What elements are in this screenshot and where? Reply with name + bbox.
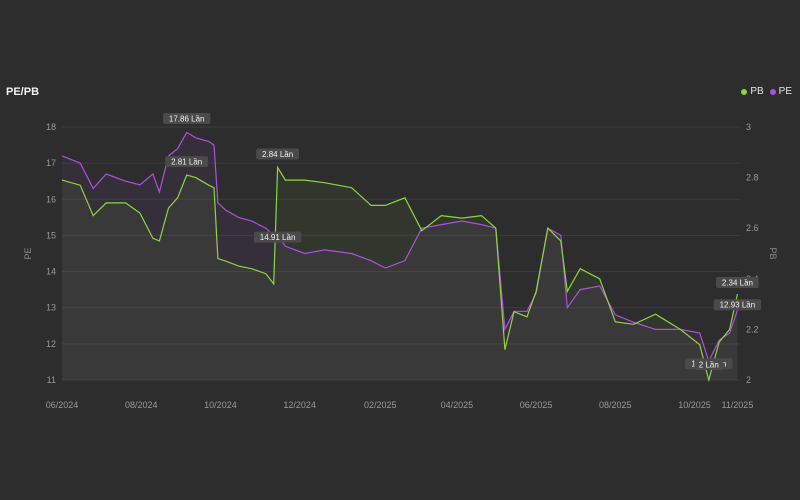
legend-item-pb[interactable]: PB: [741, 86, 764, 97]
pb-area: [62, 167, 738, 380]
y-left-tick-label: 13: [46, 303, 56, 313]
pb-line: [61, 165, 738, 383]
y-left-tick-label: 12: [46, 339, 56, 349]
legend: PB PE: [741, 86, 792, 97]
callout-label: 17.86 Lần: [169, 115, 205, 124]
y-left-tick-label: 17: [46, 158, 56, 168]
x-tick-label: 12/2024: [283, 400, 316, 410]
callout-label: 2 Lần: [699, 361, 719, 370]
y-left-tick-label: 15: [46, 230, 56, 240]
y-left-tick-label: 18: [46, 122, 56, 132]
x-tick-label: 11/2025: [721, 400, 753, 410]
y-left-axis-title: PE: [23, 247, 33, 259]
legend-label-pe: PE: [778, 86, 792, 97]
chart-title: PE/PB: [6, 86, 40, 98]
callout-label: 2.84 Lần: [262, 150, 293, 159]
callout-bg: [716, 276, 759, 288]
pe-line: [61, 131, 738, 363]
callout-bg: [253, 231, 302, 243]
callout-label: 2.34 Lần: [722, 278, 753, 287]
callout-label: 12.93 Lần: [720, 301, 756, 310]
x-tick-label: 04/2025: [441, 400, 474, 410]
y-right-tick-label: 2.2: [746, 324, 759, 334]
y-left-tick-label: 11: [47, 375, 56, 385]
callout-bg: [713, 299, 762, 311]
x-tick-label: 02/2025: [364, 400, 397, 410]
legend-label-pb: PB: [750, 86, 764, 97]
x-tick-label: 08/2024: [125, 400, 158, 410]
x-tick-label: 10/2025: [678, 400, 711, 410]
y-right-tick-label: 2.6: [746, 223, 759, 233]
pe-area: [62, 132, 738, 380]
callout-bg: [694, 359, 724, 370]
x-tick-label: 08/2025: [599, 400, 632, 410]
y-right-tick-label: 2: [746, 375, 751, 385]
callout-bg: [165, 156, 209, 168]
y-right-tick-label: 2.8: [746, 173, 759, 183]
x-tick-label: 06/2024: [46, 400, 79, 410]
callout-label: 14.91 Lần: [260, 233, 296, 242]
callout-bg: [256, 148, 300, 160]
y-right-axis-title: PB: [768, 247, 778, 259]
callout-label: 2.81 Lần: [171, 158, 202, 167]
callout-bg: [162, 113, 211, 125]
legend-dot-pe: [769, 88, 776, 95]
x-tick-label: 10/2024: [204, 400, 237, 410]
y-left-tick-label: 16: [46, 194, 56, 204]
y-left-tick-label: 14: [46, 267, 56, 277]
legend-item-pe[interactable]: PE: [769, 86, 792, 97]
x-tick-label: 06/2025: [520, 400, 553, 410]
legend-dot-pb: [741, 88, 748, 95]
y-right-tick-label: 3: [746, 122, 751, 132]
